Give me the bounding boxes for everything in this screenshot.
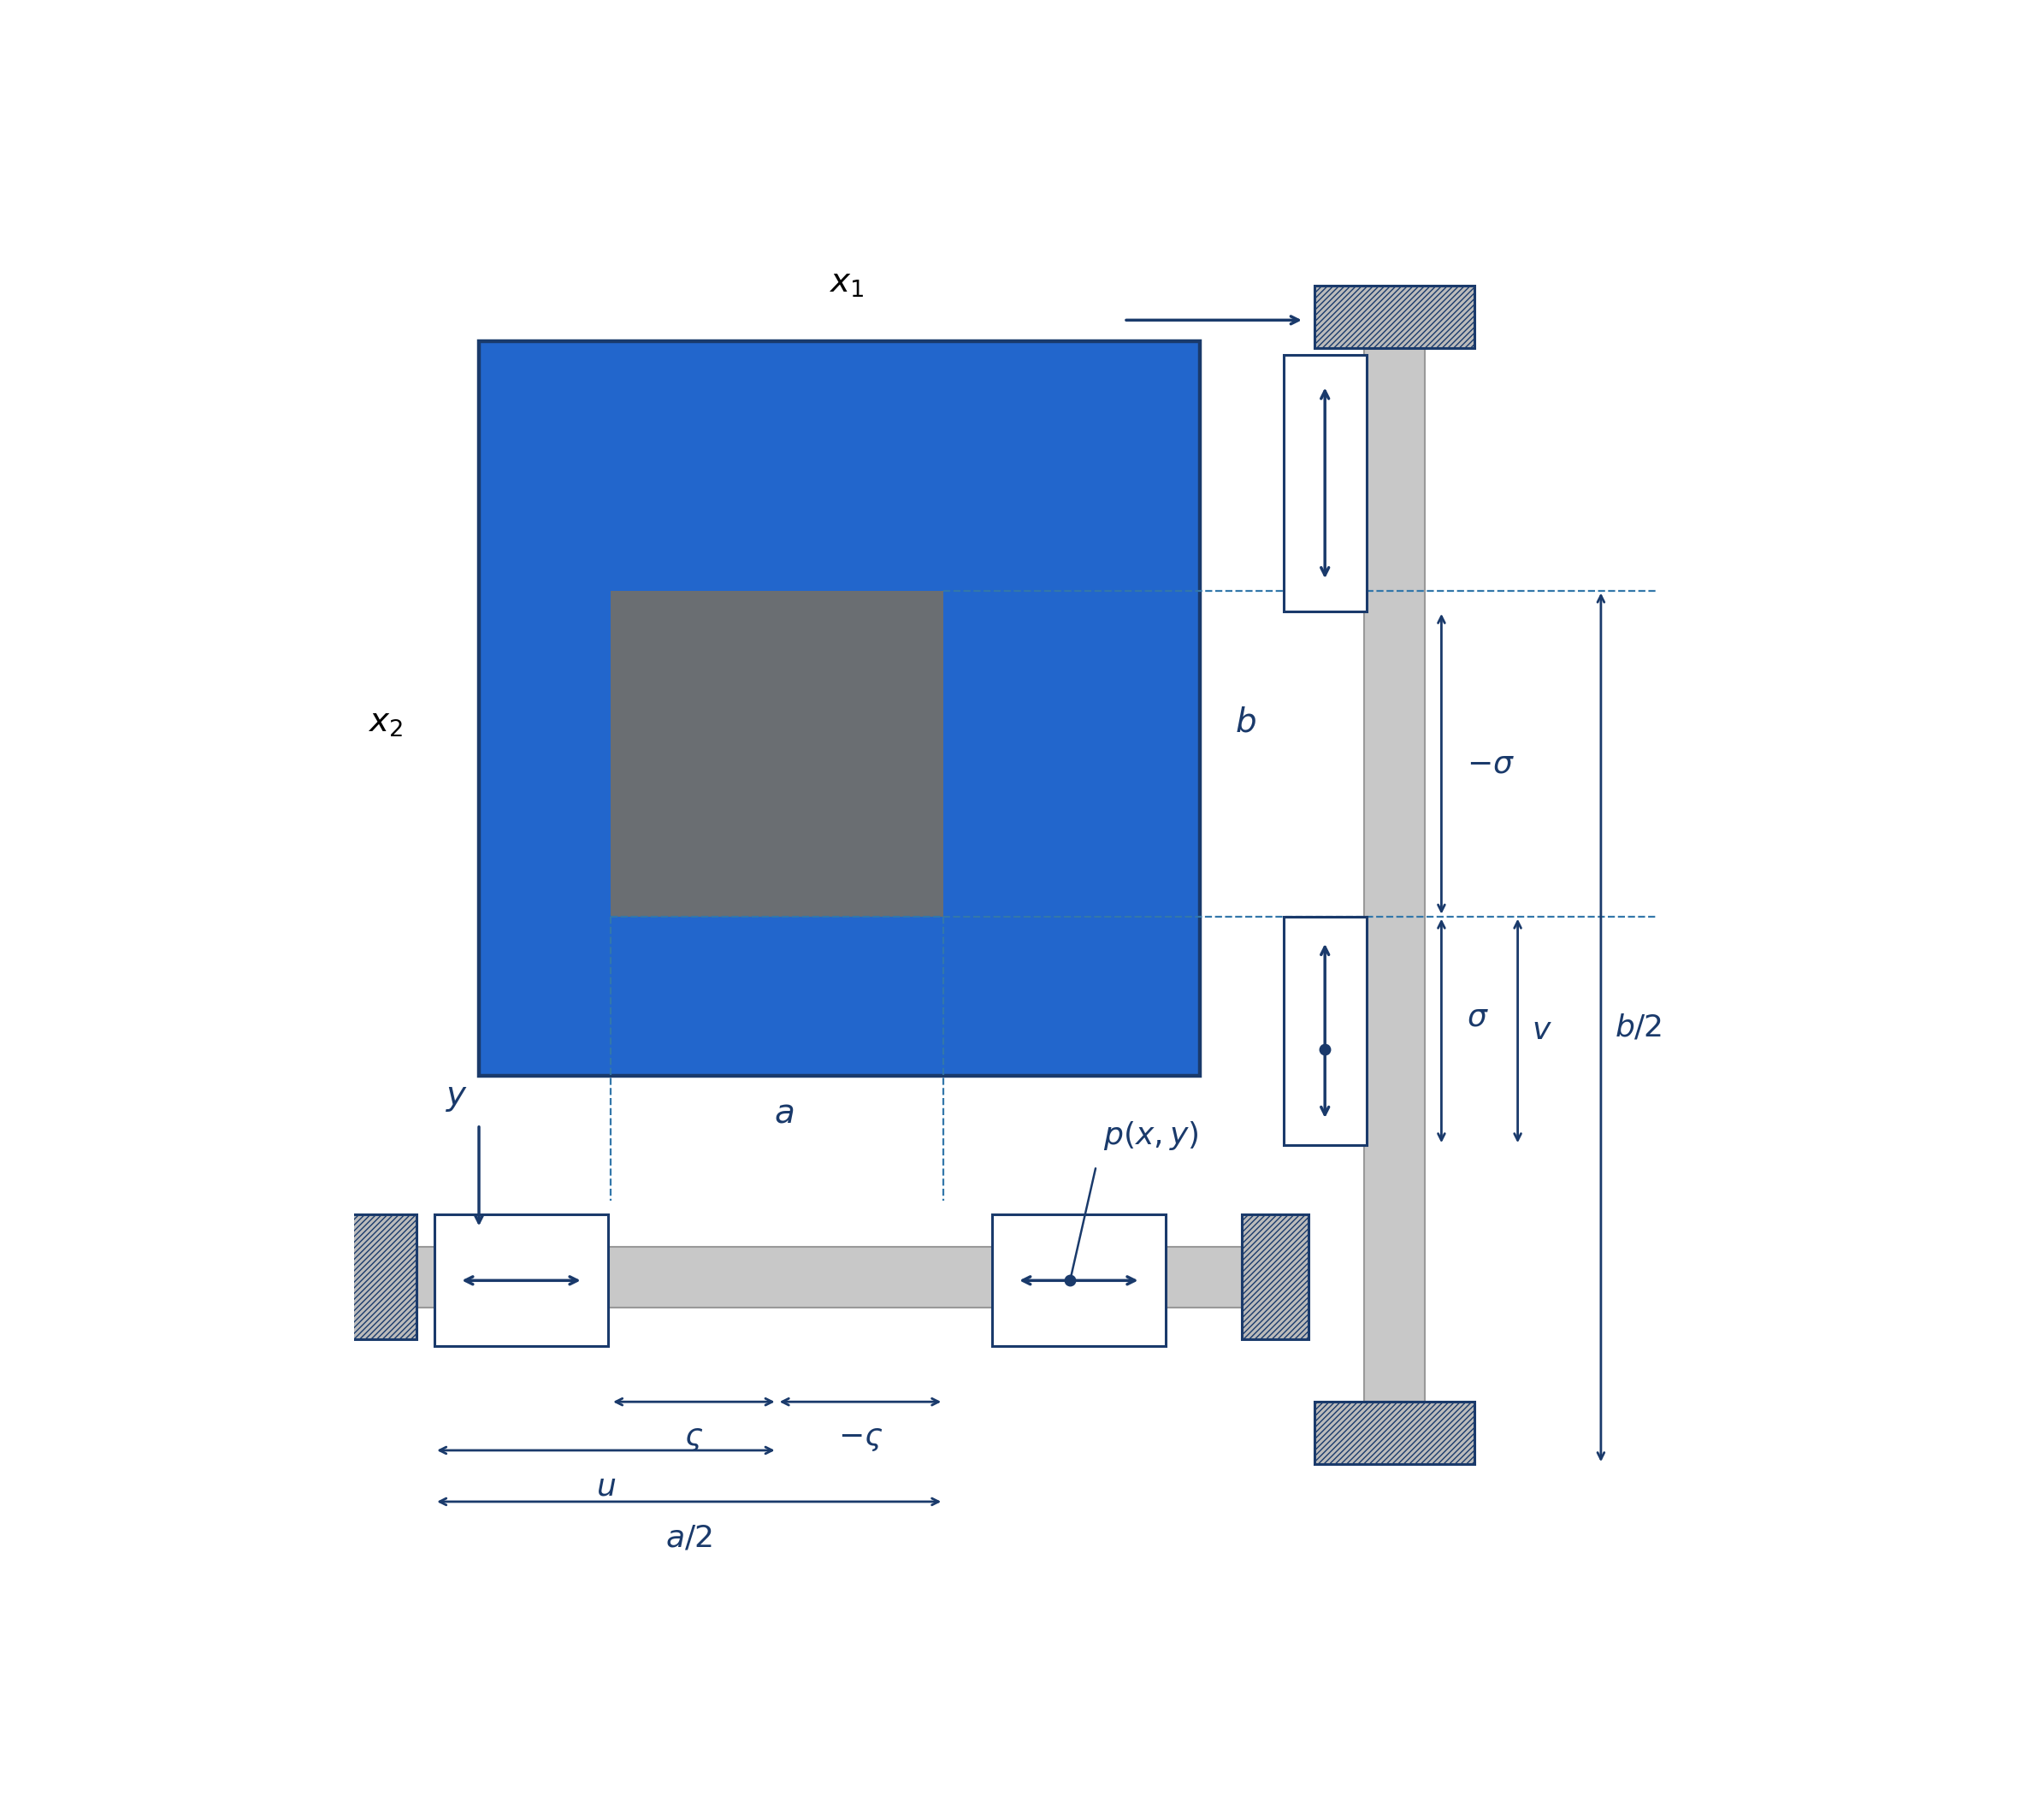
- Text: $x$: $x$: [1325, 304, 1347, 337]
- Text: $b/2$: $b/2$: [1615, 1012, 1662, 1043]
- Bar: [1284, 917, 1367, 1145]
- Bar: [1314, 286, 1474, 348]
- Bar: [350, 1214, 417, 1340]
- Bar: [1241, 1214, 1308, 1340]
- Text: $-\sigma$: $-\sigma$: [1466, 749, 1515, 778]
- Bar: [1284, 355, 1367, 611]
- Text: $x_1$: $x_1$: [830, 267, 865, 299]
- Text: $u$: $u$: [597, 1473, 615, 1502]
- Bar: [417, 1246, 1241, 1308]
- Bar: [611, 591, 944, 917]
- Text: $a$: $a$: [775, 1097, 793, 1129]
- Text: $x_2$: $x_2$: [368, 706, 403, 738]
- Text: $\sigma$: $\sigma$: [1466, 1003, 1488, 1032]
- Text: $-\varsigma$: $-\varsigma$: [838, 1425, 883, 1453]
- Text: $y$: $y$: [446, 1081, 468, 1113]
- Text: $p(x,y)$: $p(x,y)$: [1104, 1120, 1198, 1153]
- Bar: [1363, 348, 1425, 1401]
- Text: $\varsigma$: $\varsigma$: [685, 1425, 703, 1453]
- Text: $a/2$: $a/2$: [666, 1524, 711, 1552]
- Bar: [1314, 1401, 1474, 1464]
- Bar: [478, 340, 1200, 1075]
- Bar: [991, 1214, 1165, 1347]
- Bar: [435, 1214, 607, 1347]
- Text: $b$: $b$: [1235, 706, 1255, 738]
- Text: $v$: $v$: [1531, 1016, 1551, 1045]
